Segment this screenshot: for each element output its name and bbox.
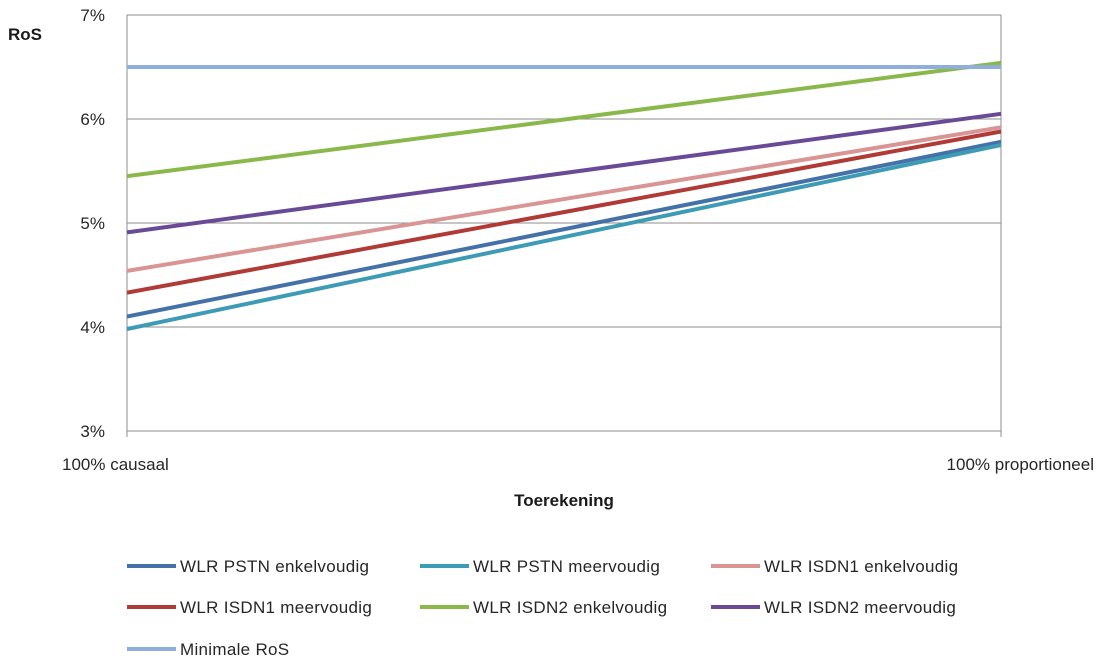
y-axis-title: RoS — [8, 25, 42, 44]
legend-label-6: Minimale RoS — [180, 640, 289, 659]
legend-label-5: WLR ISDN2 meervoudig — [764, 598, 956, 617]
series-line-4 — [126, 60, 1002, 179]
legend-label-0: WLR PSTN enkelvoudig — [180, 557, 369, 576]
series-line-5 — [126, 111, 1002, 235]
legend-label-3: WLR ISDN1 meervoudig — [180, 598, 372, 617]
legend-label-2: WLR ISDN1 enkelvoudig — [764, 557, 958, 576]
x-tick-label-0: 100% causaal — [62, 455, 169, 474]
legend-label-1: WLR PSTN meervoudig — [473, 557, 660, 576]
legend-item-1: WLR PSTN meervoudig — [420, 557, 660, 576]
y-tick-label-1: 4% — [80, 318, 105, 337]
series-line-0 — [126, 139, 1002, 319]
series-line-2 — [126, 125, 1002, 273]
legend-item-5: WLR ISDN2 meervoudig — [711, 598, 956, 617]
y-tick-label-2: 5% — [80, 214, 105, 233]
series-line-3 — [126, 129, 1002, 295]
legend-item-6: Minimale RoS — [127, 640, 289, 659]
legend-item-3: WLR ISDN1 meervoudig — [127, 598, 372, 617]
legend-label-4: WLR ISDN2 enkelvoudig — [473, 598, 667, 617]
legend-item-2: WLR ISDN1 enkelvoudig — [711, 557, 958, 576]
y-tick-label-0: 3% — [80, 422, 105, 441]
legend-item-4: WLR ISDN2 enkelvoudig — [420, 598, 667, 617]
x-tick-label-1: 100% proportioneel — [947, 455, 1094, 474]
legend-item-0: WLR PSTN enkelvoudig — [127, 557, 369, 576]
series-line-1 — [126, 143, 1002, 332]
y-tick-label-4: 7% — [80, 6, 105, 25]
y-tick-label-3: 6% — [80, 110, 105, 129]
x-axis-title: Toerekening — [514, 491, 614, 510]
